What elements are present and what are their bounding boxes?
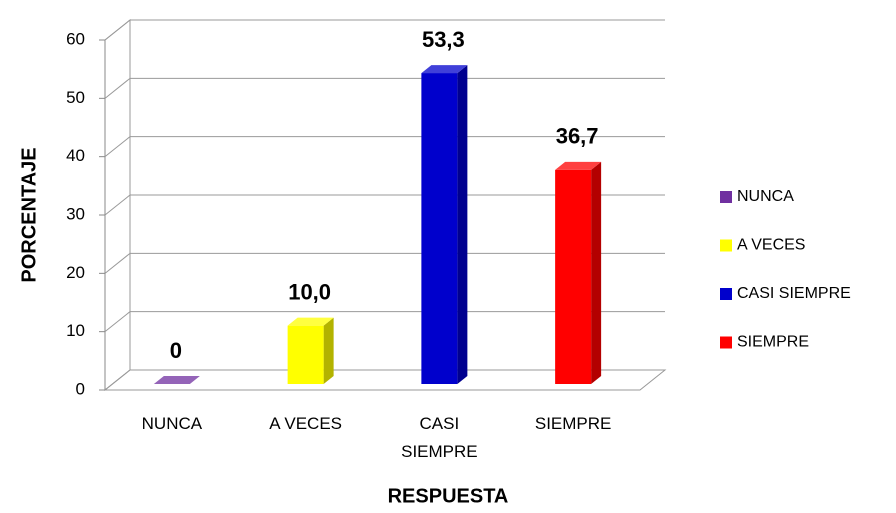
bar — [421, 73, 458, 384]
bar-top — [153, 376, 200, 384]
x-axis-title: RESPUESTA — [388, 485, 509, 507]
grid-line-side — [104, 369, 131, 391]
y-tick-label: 50 — [66, 88, 85, 107]
value-label: 0 — [170, 338, 182, 363]
legend-label: NUNCA — [737, 188, 794, 205]
bar-side — [591, 161, 602, 384]
y-axis-title: PORCENTAJE — [18, 147, 40, 282]
legend-swatch — [720, 239, 732, 252]
legend-label: CASI SIEMPRE — [737, 285, 851, 302]
x-tick-label: SIEMPRE — [534, 414, 612, 433]
grid-line-side — [104, 311, 131, 333]
legend-label: SIEMPRE — [737, 334, 809, 351]
bar — [555, 169, 592, 384]
value-label: 36,7 — [556, 124, 599, 149]
bar-side — [457, 65, 468, 384]
bar-top — [555, 161, 602, 170]
legend-swatch — [720, 336, 732, 349]
x-tick-label: NUNCA — [141, 414, 203, 433]
grid-line-side — [104, 77, 131, 99]
x-tick-label: A VECES — [269, 414, 342, 433]
grid-line-side — [104, 252, 131, 274]
bar — [287, 325, 324, 384]
y-tick-label: 0 — [76, 379, 85, 398]
bar-side — [323, 317, 334, 384]
y-tick-label: 30 — [66, 204, 85, 223]
y-tick-label: 20 — [66, 263, 85, 282]
y-tick-label: 10 — [66, 321, 85, 340]
legend-swatch — [720, 288, 732, 300]
bar-top — [287, 317, 334, 326]
bar-top — [421, 65, 468, 74]
value-label: 53,3 — [422, 27, 465, 52]
grid-line-side — [104, 194, 131, 216]
y-tick-label: 60 — [66, 29, 85, 48]
value-label: 10,0 — [288, 279, 331, 304]
legend-swatch — [720, 191, 732, 203]
x-tick-label: CASI SIEMPRE — [401, 414, 478, 461]
legend-label: A VECES — [737, 237, 805, 254]
grid-line-side — [104, 19, 131, 41]
y-tick-label: 40 — [66, 146, 85, 165]
grid-line-side — [104, 136, 131, 158]
